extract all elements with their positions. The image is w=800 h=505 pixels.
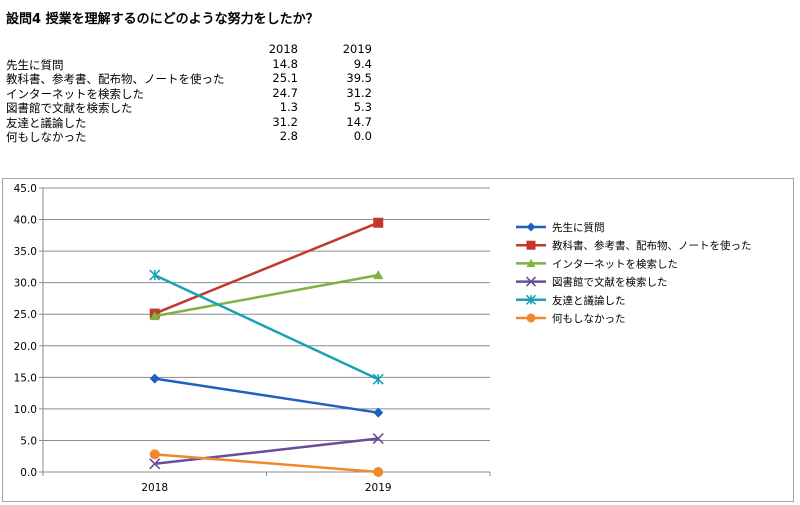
cell-2019: 0.0: [353, 129, 372, 143]
y-tick-label: 30.0: [14, 278, 37, 290]
chart-frame: 0.0 5.0 10.0 15.0 20.0 25.0 30.0 35.0 40.0 45.0 20…: [2, 178, 794, 502]
y-tick-label: 45.0: [14, 183, 37, 195]
row-label: 何もしなかった: [6, 130, 87, 144]
table-row: 何もしなかった 2.8 0.0: [6, 129, 396, 144]
cell-2018: 1.3: [279, 100, 298, 114]
cell-2019: 31.2: [346, 85, 372, 100]
y-tick-label: 35.0: [14, 246, 37, 258]
legend-marker: [526, 258, 536, 267]
row-label: 先生に質問: [6, 57, 64, 72]
data-point: [149, 449, 160, 460]
data-point: [149, 269, 161, 281]
row-label: インターネットを検索した: [6, 86, 144, 101]
data-table: 2018 2019 先生に質問 14.8 9.4 教科書、参考書、配布物、ノート…: [6, 42, 396, 144]
legend-marker: [526, 222, 536, 232]
cell-2018: 2.8: [279, 129, 298, 143]
legend-label: インターネットを検索した: [552, 257, 678, 270]
legend-label: 教科書、参考書、配布物、ノートを使った: [552, 239, 752, 252]
series-line: [154, 453, 379, 474]
cell-2018: 31.2: [272, 114, 298, 129]
x-tick-label: 2019: [365, 482, 392, 494]
table-row: 先生に質問 14.8 9.4: [6, 57, 396, 72]
y-tick-label: 10.0: [14, 404, 37, 416]
y-tick-label: 15.0: [14, 372, 37, 384]
cell-2019: 14.7: [346, 114, 372, 129]
table-row: 図書館で文献を検索した 1.3 5.3: [6, 100, 396, 115]
y-tick-label: 20.0: [14, 341, 37, 353]
data-point: [149, 458, 161, 470]
x-tick-label: 2018: [141, 482, 168, 494]
data-point: [149, 311, 160, 321]
cell-2018: 14.8: [272, 56, 298, 71]
data-point: [373, 407, 384, 418]
legend-label: 先生に質問: [552, 221, 605, 234]
data-point: [149, 373, 160, 384]
row-label: 教科書、参考書、配布物、ノートを使った: [6, 72, 225, 86]
table-row: インターネットを検索した 24.7 31.2: [6, 86, 396, 101]
cell-2019: 9.4: [353, 56, 372, 71]
series-line: [154, 221, 379, 315]
data-point: [372, 373, 384, 385]
legend-label: 図書館で文献を検索した: [552, 276, 668, 289]
line-chart: 0.0 5.0 10.0 15.0 20.0 25.0 30.0 35.0 40.0 45.0 20…: [14, 183, 752, 494]
cell-2019: 5.3: [353, 100, 372, 114]
legend-label: 友達と議論した: [552, 294, 626, 307]
cell-2019: 39.5: [346, 71, 372, 85]
series-line: [154, 437, 379, 466]
page-title: 設問4 授業を理解するのにどのような努力をしたか？: [6, 12, 319, 27]
data-point: [373, 217, 384, 228]
y-tick-label: 40.0: [14, 215, 37, 227]
series-line: [154, 273, 379, 318]
series-line: [154, 377, 379, 414]
legend-marker: [525, 276, 537, 287]
header-2019: 2019: [342, 42, 372, 56]
row-label: 図書館で文献を検索した: [6, 101, 133, 115]
series-line: [154, 273, 379, 381]
legend-marker: [526, 240, 536, 250]
data-point: [373, 467, 384, 477]
y-tick-label: 0.0: [20, 467, 37, 479]
header-2018: 2018: [268, 42, 298, 56]
cell-2018: 25.1: [272, 71, 298, 85]
table-header-row: 2018 2019: [6, 42, 396, 57]
row-label: 友達と議論した: [6, 115, 87, 130]
table-row: 教科書、参考書、配布物、ノートを使った 25.1 39.5: [6, 71, 396, 86]
legend-label: 何もしなかった: [552, 312, 626, 325]
y-tick-label: 25.0: [14, 309, 37, 321]
cell-2018: 24.7: [272, 85, 298, 100]
data-point: [373, 270, 384, 280]
legend-marker: [525, 294, 537, 305]
y-tick-label: 5.0: [20, 435, 37, 447]
legend-marker: [526, 313, 536, 323]
table-row: 友達と議論した 31.2 14.7: [6, 115, 396, 130]
data-point: [372, 432, 384, 445]
